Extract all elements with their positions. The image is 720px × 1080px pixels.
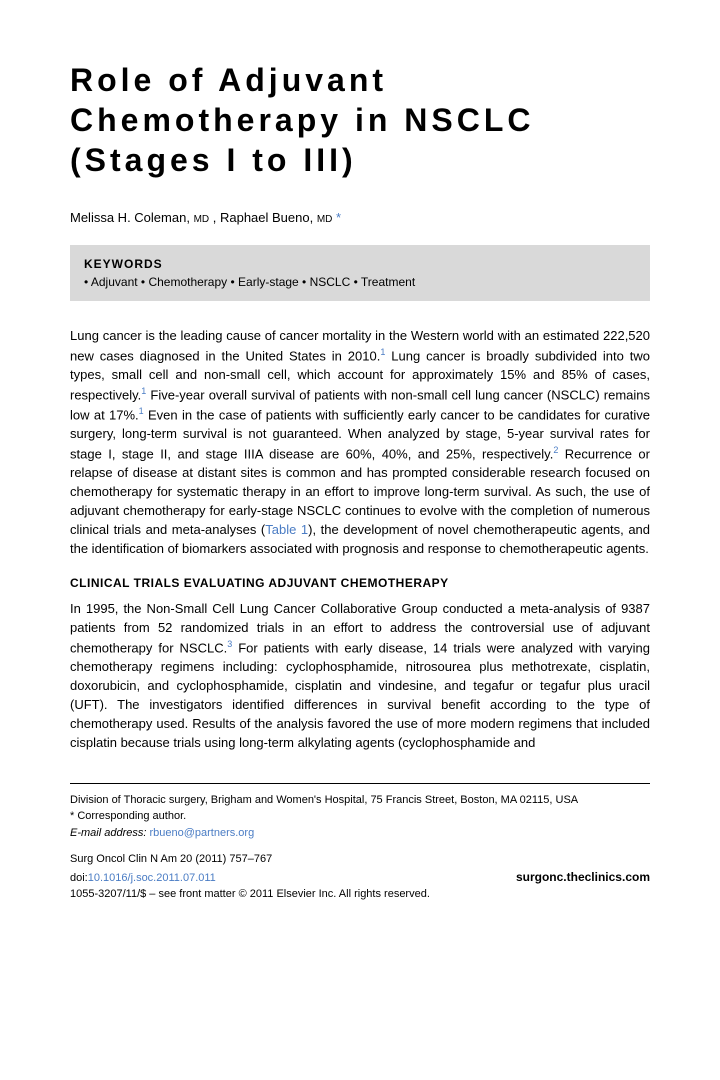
article-title: Role of Adjuvant Chemotherapy in NSCLC (… (70, 60, 650, 180)
keywords-heading: KEYWORDS (84, 257, 636, 271)
doi-link[interactable]: 10.1016/j.soc.2011.07.011 (88, 872, 216, 884)
doi-label: doi: (70, 872, 88, 884)
author-1-name: Melissa H. Coleman, (70, 210, 190, 225)
paragraph-2: In 1995, the Non-Small Cell Lung Cancer … (70, 600, 650, 752)
author-2-name: , Raphael Bueno, (213, 210, 313, 225)
paragraph-1: Lung cancer is the leading cause of canc… (70, 327, 650, 558)
corresponding-note: * Corresponding author. (70, 808, 650, 825)
journal-url[interactable]: surgonc.theclinics.com (516, 868, 650, 886)
journal-citation: Surg Oncol Clin N Am 20 (2011) 757–767 (70, 851, 650, 868)
keywords-list: • Adjuvant • Chemotherapy • Early-stage … (84, 275, 636, 289)
para2-text-b: For patients with early disease, 14 tria… (70, 640, 650, 749)
footer-block: Division of Thoracic surgery, Brigham an… (70, 792, 650, 903)
table-1-link[interactable]: Table 1 (265, 522, 308, 537)
footer-divider (70, 783, 650, 784)
corresponding-star: * (336, 210, 341, 225)
author-1-degree: MD (194, 214, 210, 225)
copyright-text: 1055-3207/11/$ – see front matter © 2011… (70, 886, 650, 903)
affiliation-text: Division of Thoracic surgery, Brigham an… (70, 792, 650, 809)
email-link[interactable]: rbueno@partners.org (149, 827, 254, 839)
email-label: E-mail address: (70, 827, 146, 839)
author-2-degree: MD (317, 214, 333, 225)
section-heading-1: CLINICAL TRIALS EVALUATING ADJUVANT CHEM… (70, 576, 650, 590)
authors-line: Melissa H. Coleman, MD , Raphael Bueno, … (70, 210, 650, 225)
keywords-box: KEYWORDS • Adjuvant • Chemotherapy • Ear… (70, 245, 650, 301)
